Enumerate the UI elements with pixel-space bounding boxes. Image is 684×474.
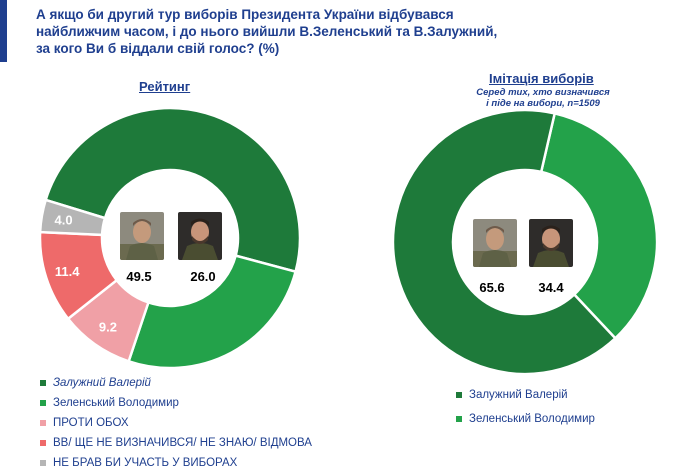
slice-value-label: 34.4 bbox=[538, 280, 564, 295]
donut-slice bbox=[391, 108, 618, 376]
question-line: А якщо би другий тур виборів Президента … bbox=[36, 7, 454, 22]
donut-slice bbox=[539, 111, 659, 341]
legend-marker bbox=[40, 420, 46, 426]
slice-value-label: 49.5 bbox=[126, 269, 151, 284]
legend-label: ПРОТИ ОБОХ bbox=[53, 417, 129, 429]
legend-marker bbox=[40, 380, 46, 386]
legend-label: Залужний Валерій bbox=[53, 377, 151, 389]
rating-heading: Рейтинг bbox=[139, 79, 191, 94]
zelenskyi-portrait bbox=[178, 212, 222, 260]
question-title: А якщо би другий тур виборів Президента … bbox=[36, 6, 556, 57]
simulation-donut: 34.4 65.6 bbox=[391, 108, 659, 376]
legend-marker bbox=[456, 416, 462, 422]
legend-item: ПРОТИ ОБОХ bbox=[40, 413, 312, 433]
legend-label: Зеленський Володимир bbox=[469, 413, 595, 425]
accent-bar bbox=[0, 0, 7, 62]
legend-item: Зеленський Володимир bbox=[456, 407, 595, 431]
donut-slice bbox=[38, 198, 107, 237]
donut-slice bbox=[44, 106, 302, 274]
slice-value-label: 65.6 bbox=[479, 280, 504, 295]
legend-label: Зеленський Володимир bbox=[53, 397, 179, 409]
legend-marker bbox=[456, 392, 462, 398]
legend-item: Залужний Валерій bbox=[456, 383, 595, 407]
slice-value-label: 11.4 bbox=[55, 264, 80, 279]
rating-donut: 49.5 26.0 9.2 11.4 4.0 bbox=[38, 106, 302, 370]
legend-item: НЕ БРАВ БИ УЧАСТЬ У ВИБОРАХ bbox=[40, 453, 312, 473]
question-line: за кого Ви б віддали свій голос? (%) bbox=[36, 41, 280, 56]
legend-item: ВВ/ ЩЕ НЕ ВИЗНАЧИВСЯ/ НЕ ЗНАЮ/ ВІДМОВА bbox=[40, 433, 312, 453]
legend-label: ВВ/ ЩЕ НЕ ВИЗНАЧИВСЯ/ НЕ ЗНАЮ/ ВІДМОВА bbox=[53, 437, 312, 449]
question-line: найближчим часом, і до нього вийшли В.Зе… bbox=[36, 24, 498, 39]
simulation-subtitle: Серед тих, хто визначився і піде на вибо… bbox=[470, 87, 616, 109]
legend-marker bbox=[40, 400, 46, 406]
rating-legend: Залужний Валерій Зеленський Володимир ПР… bbox=[40, 373, 312, 473]
legend-item: Зеленський Володимир bbox=[40, 393, 312, 413]
legend-marker bbox=[40, 460, 46, 466]
zelenskyi-portrait bbox=[529, 219, 573, 267]
subtitle-line: Серед тих, хто визначився bbox=[476, 87, 610, 98]
subtitle-line: і піде на вибори, n=1509 bbox=[486, 98, 600, 109]
simulation-heading: Імітація виборів bbox=[489, 71, 594, 86]
slice-value-label: 4.0 bbox=[55, 213, 73, 228]
simulation-legend: Залужний Валерій Зеленський Володимир bbox=[456, 383, 595, 431]
zaluzhnyi-portrait bbox=[120, 212, 164, 260]
slice-value-label: 9.2 bbox=[99, 319, 117, 334]
legend-marker bbox=[40, 440, 46, 446]
donut-slice bbox=[127, 254, 298, 370]
zaluzhnyi-portrait bbox=[473, 219, 517, 267]
legend-item: Залужний Валерій bbox=[40, 373, 312, 393]
legend-label: Залужний Валерій bbox=[469, 389, 568, 401]
slice-value-label: 26.0 bbox=[190, 269, 215, 284]
legend-label: НЕ БРАВ БИ УЧАСТЬ У ВИБОРАХ bbox=[53, 457, 238, 469]
